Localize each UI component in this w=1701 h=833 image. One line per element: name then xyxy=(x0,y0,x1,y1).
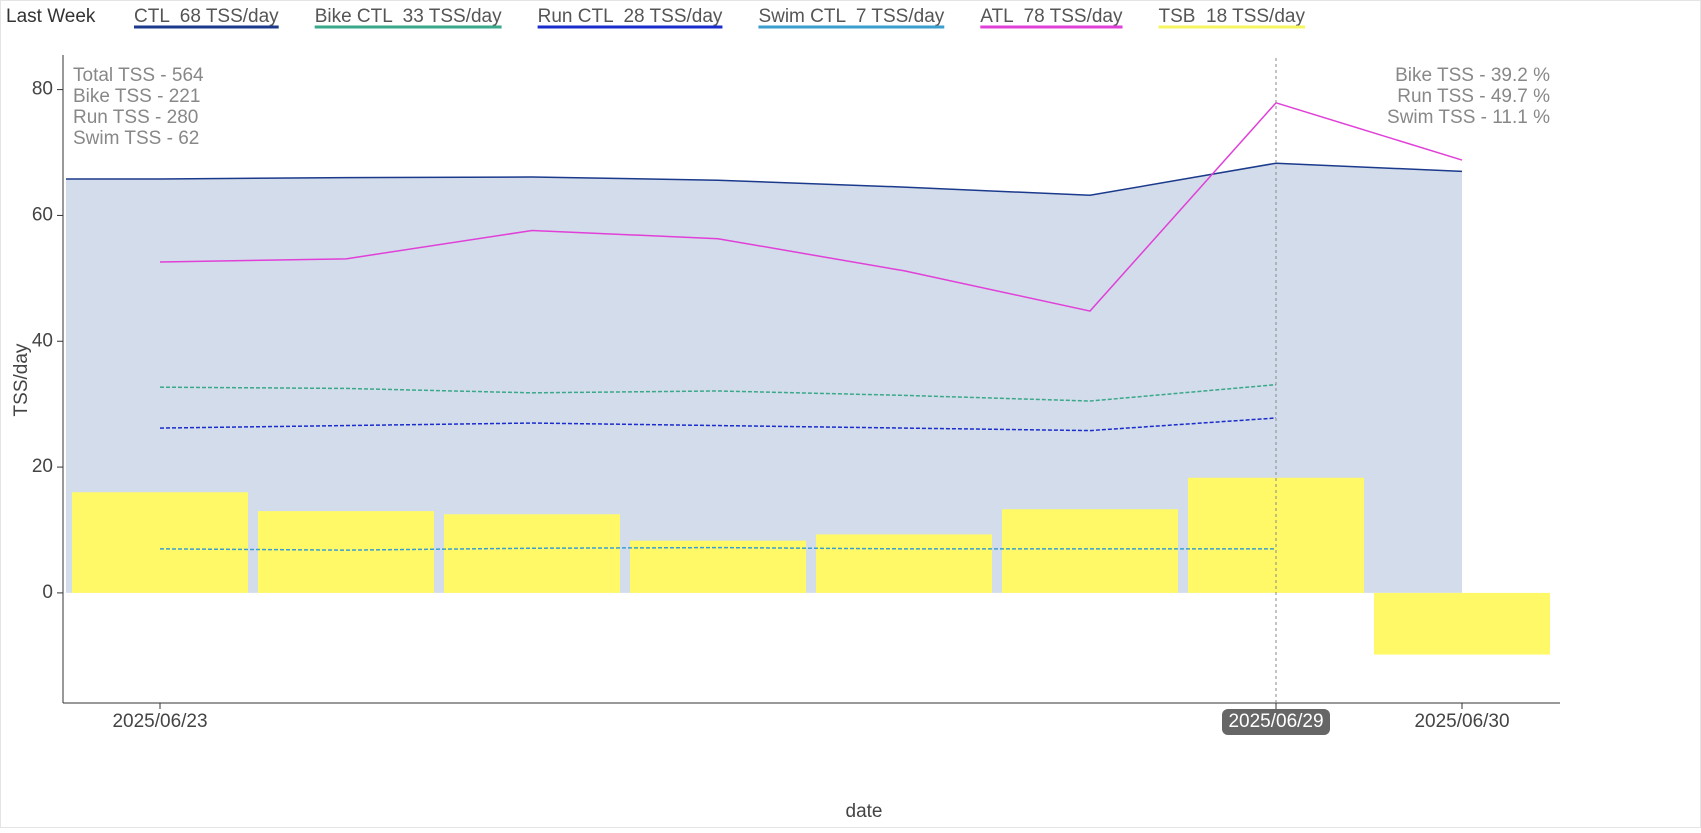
ctl-line xyxy=(66,162,1463,197)
tsb-bar xyxy=(630,540,806,593)
tsb-bar xyxy=(258,511,434,593)
legend-item: Swim CTL 7 TSS/day xyxy=(758,6,944,27)
atl-line xyxy=(159,101,1463,312)
dashed-line xyxy=(159,546,1276,551)
legend-item: TSB 18 TSS/day xyxy=(1159,6,1306,27)
y-tick-label: 80 xyxy=(32,79,53,100)
dashed-line xyxy=(159,417,1277,432)
x-axis-label: date xyxy=(846,801,883,822)
annotation: Swim TSS - 11.1 % xyxy=(1387,107,1550,128)
annotation: Total TSS - 564 xyxy=(73,65,204,86)
x-tick-label: 2025/06/29 xyxy=(1228,711,1323,732)
dashed-line xyxy=(159,383,1277,402)
y-tick-label: 20 xyxy=(32,456,53,477)
annotation: Run TSS - 49.7 % xyxy=(1397,86,1550,107)
y-tick-label: 40 xyxy=(32,330,53,351)
legend-item: Run CTL 28 TSS/day xyxy=(538,6,723,27)
y-axis-label: TSS/day xyxy=(11,343,32,416)
y-tick-label: 60 xyxy=(32,204,53,225)
highlight-box xyxy=(1222,709,1330,735)
legend-item: CTL 68 TSS/day xyxy=(134,6,279,27)
x-tick-label: 2025/06/30 xyxy=(1414,711,1509,732)
legend-item: ATL 78 TSS/day xyxy=(980,6,1123,27)
tsb-bar xyxy=(816,534,992,593)
ctl-area xyxy=(66,163,1462,593)
tsb-bar xyxy=(444,514,620,593)
annotation: Swim TSS - 62 xyxy=(73,128,199,149)
y-tick-label: 0 xyxy=(42,582,53,603)
x-tick-label: 2025/06/23 xyxy=(112,711,207,732)
tsb-bar xyxy=(1374,592,1550,655)
tsb-bar xyxy=(1002,509,1178,593)
annotation: Run TSS - 280 xyxy=(73,107,198,128)
annotation: Bike TSS - 39.2 % xyxy=(1395,65,1550,86)
tsb-bar xyxy=(72,492,248,593)
legend-title: Last Week xyxy=(6,6,96,27)
annotation: Bike TSS - 221 xyxy=(73,86,200,107)
legend-item: Bike CTL 33 TSS/day xyxy=(315,6,502,27)
